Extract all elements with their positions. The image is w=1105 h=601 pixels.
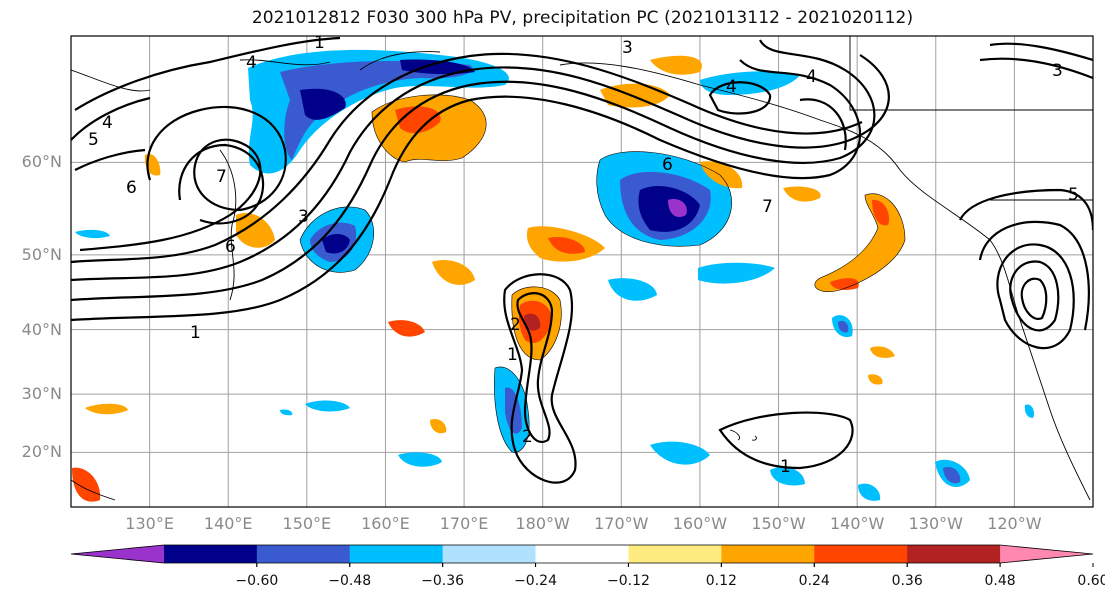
neg-anomaly-small-4 (398, 441, 805, 486)
pos-anomaly-small-3 (700, 161, 821, 202)
figure-title: 2021012812 F030 300 hPa PV, precipitatio… (251, 8, 914, 28)
shading-outlines (299, 94, 906, 453)
pv-contour-label: 4 (726, 77, 737, 97)
longitude-label: 120°W (987, 514, 1042, 533)
colorbar (70, 544, 1094, 567)
colorbar-segment (721, 545, 815, 563)
longitude-label: 130°W (908, 514, 963, 533)
pv-contour-label: 6 (126, 178, 137, 198)
pos-anomaly-mid-pacific-core (548, 236, 585, 254)
colorbar-tick-label: 0.12 (705, 573, 737, 589)
colorbar-tick-label: −0.12 (607, 573, 650, 589)
colorbar-tick-label: −0.24 (514, 573, 557, 589)
pv-contour-label: 1 (190, 323, 201, 343)
colorbar-tick-label: 0.48 (984, 573, 1016, 589)
longitude-label: 180°W (515, 514, 570, 533)
pv-contour-label: 2 (522, 427, 533, 447)
pos-anomaly-subtropical-strong (524, 313, 541, 331)
longitude-label: 170°E (439, 514, 489, 533)
pv-contour-label: 3 (298, 207, 309, 227)
pv-contour-label-group: 1 1 1 1 2 2 3 3 3 4 4 4 4 5 5 6 6 6 7 7 (88, 33, 1079, 477)
colorbar-tick-label: 0.36 (891, 573, 923, 589)
colorbar-tick-label: 0.24 (798, 573, 830, 589)
pos-anomaly-aleutian (600, 55, 702, 108)
neg-anomaly-small-5-core (838, 320, 961, 484)
longitude-label: 160°E (361, 514, 410, 533)
pv-contour-label: 4 (102, 113, 113, 133)
coastlines (71, 36, 1093, 501)
pv-contour-label: 6 (225, 237, 236, 257)
colorbar-segment (907, 545, 1001, 563)
pv-contour-label: 7 (216, 167, 227, 187)
colorbar-segment (628, 545, 722, 563)
neg-anomaly-central-pacific-strong (638, 185, 700, 232)
latitude-label: 60°N (21, 152, 62, 172)
pv-contour-label: 1 (780, 457, 791, 477)
pos-anomaly-kurils-core (395, 106, 441, 134)
pv-contour-label: 2 (510, 315, 521, 335)
longitude-label: 170°W (594, 514, 649, 533)
colorbar-tick-label: −0.60 (235, 573, 279, 589)
neg-anomaly-okhotsk-core (280, 60, 473, 161)
pv-contour-label: 3 (622, 38, 633, 58)
colorbar-outline (70, 544, 1094, 564)
latitude-label: 30°N (21, 384, 62, 404)
neg-anomaly-small-2 (608, 278, 657, 301)
map-background (71, 36, 1093, 507)
longitude-label: 160°W (672, 514, 728, 533)
colorbar-segment (535, 545, 629, 563)
pos-anomaly-small-6 (72, 467, 101, 502)
precipitation-shading (72, 49, 1035, 502)
colorbar-segment (71, 545, 164, 563)
pv-contour-label: 1 (507, 345, 518, 365)
pv-contour-label: 3 (1052, 61, 1063, 81)
pos-anomaly-japan (236, 212, 275, 248)
colorbar-segment (256, 545, 351, 563)
longitude-label: 150°W (751, 514, 806, 533)
pv-contour-label: 5 (1068, 185, 1079, 205)
pv-contour-label: 7 (762, 197, 773, 217)
pos-anomaly-small-2 (388, 320, 425, 337)
pos-anomaly-ne-pacific-core (830, 199, 890, 290)
latitude-label: 40°N (21, 319, 62, 339)
neg-anomaly-central-pacific-extreme (668, 199, 687, 218)
longitude-label: 140°W (829, 514, 885, 533)
latitude-label: 50°N (21, 244, 62, 264)
colorbar-segment (349, 545, 444, 563)
colorbar-segment (814, 545, 908, 563)
map-frame (70, 35, 1094, 508)
pv-contours (71, 36, 1093, 484)
latitude-label: 20°N (21, 442, 62, 462)
pv-contour-label: 4 (806, 67, 817, 87)
neg-anomaly-small-3 (698, 262, 775, 284)
colorbar-segment (163, 545, 258, 563)
longitude-label: 130°E (125, 514, 174, 533)
pv-contour-label: 1 (314, 33, 325, 53)
neg-anomaly-japan-east-strong (322, 234, 350, 254)
colorbar-tick-label: 0.60 (1077, 573, 1105, 589)
pv-contour-label: 6 (662, 155, 673, 175)
colorbar-segment (1000, 545, 1093, 563)
colorbar-tick-label: −0.36 (421, 573, 465, 589)
colorbar-segment (442, 545, 537, 563)
longitude-label: 150°E (282, 514, 332, 533)
neg-anomaly-okhotsk-strong (300, 59, 475, 120)
pv-contour-label: 5 (88, 130, 99, 150)
longitude-label: 140°E (203, 514, 253, 533)
pos-anomaly-small-1 (432, 260, 475, 285)
pv-contour-label: 4 (246, 53, 257, 73)
colorbar-tick-label: −0.48 (328, 573, 372, 589)
